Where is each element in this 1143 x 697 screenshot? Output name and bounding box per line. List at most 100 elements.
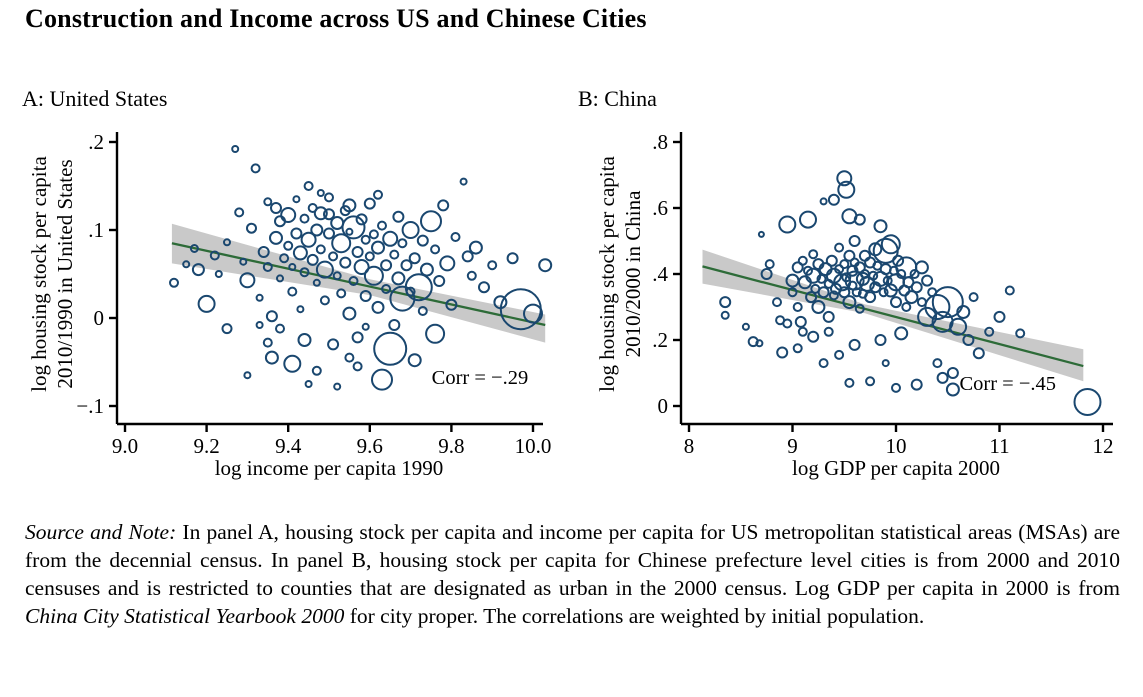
data-point bbox=[306, 253, 319, 266]
data-point bbox=[209, 250, 220, 261]
data-point bbox=[946, 367, 959, 379]
data-point bbox=[250, 163, 261, 174]
data-point bbox=[799, 210, 817, 229]
data-point bbox=[909, 269, 920, 279]
data-point bbox=[371, 300, 385, 314]
data-point bbox=[945, 382, 960, 397]
data-point bbox=[853, 261, 866, 274]
data-point bbox=[416, 234, 429, 247]
data-point bbox=[787, 287, 798, 298]
data-point bbox=[262, 262, 273, 272]
data-point bbox=[319, 295, 330, 306]
panel-china-label: B: China bbox=[578, 86, 657, 111]
data-point bbox=[361, 322, 370, 331]
data-point bbox=[932, 358, 943, 369]
data-point bbox=[755, 339, 764, 348]
data-point bbox=[299, 267, 310, 278]
data-point bbox=[936, 371, 949, 384]
data-point bbox=[808, 249, 819, 260]
data-point bbox=[299, 213, 310, 224]
source-note-yearbook-title: China City Statistical Yearbook 2000 bbox=[25, 604, 345, 628]
data-point bbox=[323, 208, 335, 221]
data-point bbox=[327, 338, 340, 351]
y-tick-label: .1 bbox=[88, 218, 104, 242]
data-point bbox=[331, 233, 352, 254]
data-point bbox=[931, 286, 964, 319]
data-point bbox=[445, 298, 458, 311]
data-point bbox=[288, 263, 297, 271]
data-point bbox=[430, 244, 441, 255]
data-point bbox=[466, 270, 477, 281]
data-point bbox=[371, 240, 385, 255]
x-tick-label: 9.8 bbox=[438, 434, 464, 458]
fit-line bbox=[702, 265, 1084, 368]
data-point bbox=[265, 310, 278, 323]
data-point bbox=[397, 238, 408, 249]
data-point bbox=[972, 347, 985, 360]
data-point bbox=[214, 270, 223, 278]
data-point bbox=[391, 271, 406, 286]
data-point bbox=[880, 234, 901, 255]
data-point bbox=[811, 300, 826, 314]
data-point bbox=[949, 317, 968, 336]
source-note: Source and Note: In panel A, housing sto… bbox=[25, 518, 1120, 630]
data-point bbox=[342, 198, 357, 213]
data-point bbox=[807, 330, 820, 343]
data-point bbox=[283, 354, 302, 373]
data-point bbox=[993, 310, 1006, 323]
data-point bbox=[968, 292, 979, 303]
data-point bbox=[279, 253, 290, 264]
panel-us-label: A: United States bbox=[22, 86, 168, 111]
data-point bbox=[843, 249, 856, 262]
data-point bbox=[330, 216, 345, 230]
data-point bbox=[910, 378, 923, 391]
data-point bbox=[459, 177, 468, 186]
data-point bbox=[914, 260, 929, 275]
x-tick-label: 9.4 bbox=[275, 434, 302, 458]
data-point bbox=[246, 222, 257, 234]
data-point bbox=[896, 269, 907, 279]
y-tick-label: 0 bbox=[94, 306, 105, 330]
data-point bbox=[339, 256, 352, 269]
data-point bbox=[851, 287, 862, 298]
data-point bbox=[381, 284, 392, 294]
data-point bbox=[296, 305, 305, 314]
data-point bbox=[364, 251, 375, 262]
data-point bbox=[363, 197, 376, 210]
data-point bbox=[315, 244, 326, 255]
data-point bbox=[425, 323, 446, 344]
data-point bbox=[352, 361, 363, 372]
y-tick-label: .4 bbox=[652, 262, 668, 286]
panel-china: B: China log housing stock per capita 20… bbox=[570, 84, 1143, 514]
data-point bbox=[825, 254, 838, 267]
data-point bbox=[864, 291, 877, 304]
data-point bbox=[231, 145, 240, 153]
data-point bbox=[828, 290, 839, 301]
data-point bbox=[478, 281, 490, 294]
data-point bbox=[300, 231, 317, 248]
data-point bbox=[292, 195, 301, 204]
data-point bbox=[439, 255, 456, 272]
source-note-body1: In panel A, housing stock per capita and… bbox=[25, 520, 1121, 600]
x-tick-label: 9 bbox=[787, 434, 798, 458]
data-point bbox=[437, 199, 450, 212]
data-point bbox=[836, 170, 853, 187]
data-point bbox=[263, 197, 273, 207]
data-point bbox=[270, 202, 282, 214]
x-tick-label: 9.2 bbox=[193, 434, 219, 458]
data-point bbox=[791, 261, 804, 274]
data-point bbox=[962, 334, 975, 346]
data-point bbox=[315, 260, 334, 279]
data-point bbox=[837, 180, 856, 199]
data-point bbox=[182, 260, 191, 269]
data-point bbox=[917, 306, 938, 327]
data-point bbox=[371, 368, 393, 391]
data-point bbox=[839, 259, 850, 270]
data-point bbox=[332, 271, 342, 281]
data-point bbox=[819, 197, 828, 206]
data-point bbox=[303, 181, 314, 191]
data-point bbox=[373, 331, 408, 366]
data-point bbox=[797, 255, 808, 266]
data-point bbox=[1004, 285, 1015, 296]
data-point bbox=[368, 229, 379, 240]
